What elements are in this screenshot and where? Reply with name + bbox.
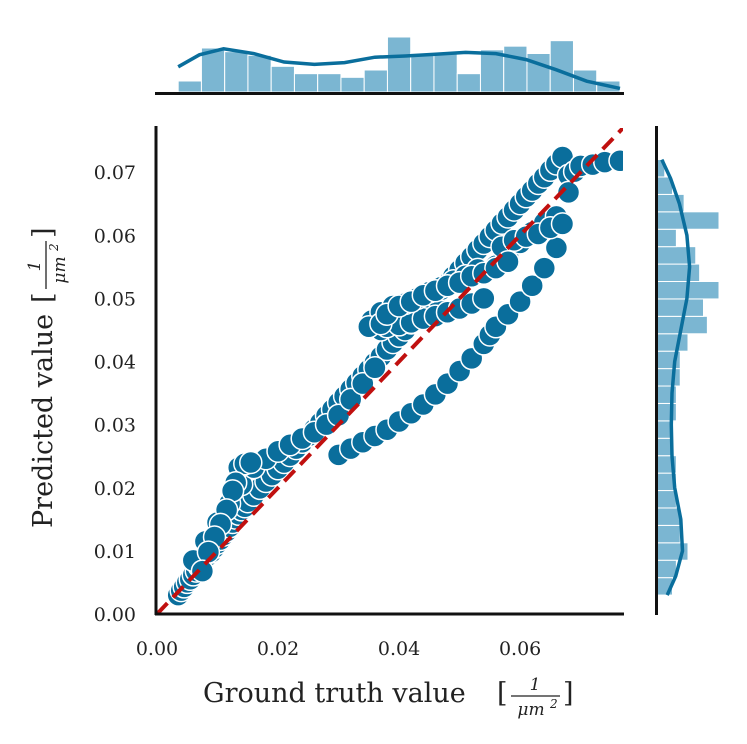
y-tick-label: 0.07 xyxy=(94,162,136,184)
top-hist-bar xyxy=(293,73,319,93)
right-hist-bar xyxy=(656,368,681,387)
top-marginal-histogram xyxy=(177,36,621,93)
right-hist-bar xyxy=(656,211,720,230)
scatter-point xyxy=(508,289,532,314)
right-hist-bar xyxy=(656,298,704,317)
top-hist-bar xyxy=(456,73,481,93)
identity-reference-line xyxy=(157,128,623,614)
right-hist-bar xyxy=(656,559,677,579)
x-tick-label: 0.06 xyxy=(499,638,541,660)
x-tick-label: 0.02 xyxy=(257,638,299,660)
y-axis-unit-exponent: 2 xyxy=(47,243,61,252)
right-marginal-kde-curve xyxy=(660,158,692,596)
right-hist-bar xyxy=(656,507,681,526)
x-axis-label-text: Ground truth value xyxy=(203,678,466,709)
right-hist-bar xyxy=(656,263,701,283)
right-hist-bar xyxy=(656,333,689,352)
scatter-point xyxy=(472,286,496,311)
top-hist-bar xyxy=(247,54,272,93)
right-hist-bar xyxy=(656,490,677,509)
scatter-point xyxy=(550,212,575,236)
y-axis-label: Predicted value [ 1 μm 2 ] xyxy=(25,227,70,528)
top-hist-bar xyxy=(177,80,202,93)
top-hist-bar xyxy=(503,45,528,93)
x-axis-unit-close: ] xyxy=(563,678,574,709)
y-tick-label: 0.03 xyxy=(94,415,136,437)
y-axis-unit-close: ] xyxy=(28,227,59,238)
x-axis-unit-denominator: μm xyxy=(517,700,544,720)
y-axis-label-text: Predicted value xyxy=(28,314,59,528)
x-axis-ticks: 0.00 0.02 0.04 0.06 xyxy=(136,638,541,660)
x-axis-label: Ground truth value [ 1 μm 2 ] xyxy=(203,675,574,720)
x-axis-unit-exponent: 2 xyxy=(549,697,558,711)
scatter-point xyxy=(544,236,569,260)
top-hist-bar xyxy=(433,53,458,93)
top-hist-bar xyxy=(340,76,365,93)
scatter-point xyxy=(190,559,215,583)
top-hist-bar xyxy=(410,53,435,93)
top-hist-bar xyxy=(270,65,295,93)
scatter-point xyxy=(363,356,387,380)
y-tick-label: 0.06 xyxy=(94,225,136,247)
top-marginal-kde-curve xyxy=(177,47,621,91)
scatter-point xyxy=(608,149,623,173)
y-tick-label: 0.04 xyxy=(94,352,136,374)
top-hist-bar xyxy=(363,69,388,93)
y-tick-label: 0.02 xyxy=(94,478,136,500)
y-tick-label: 0.05 xyxy=(94,288,136,310)
scatter-points xyxy=(166,145,623,607)
right-hist-bar xyxy=(656,228,677,248)
right-hist-bar xyxy=(656,402,677,422)
top-hist-bar xyxy=(317,73,342,93)
top-hist-bar xyxy=(549,40,574,93)
top-hist-bar xyxy=(386,36,412,93)
scatter-point xyxy=(532,256,557,280)
x-tick-label: 0.04 xyxy=(378,638,420,660)
x-axis-unit-numerator: 1 xyxy=(530,675,541,695)
y-axis-unit-open: [ xyxy=(28,292,59,303)
top-hist-bar xyxy=(224,51,249,93)
right-hist-bar xyxy=(656,524,681,544)
scatter-point xyxy=(351,371,375,396)
x-axis-unit-open: [ xyxy=(497,678,508,709)
y-axis-unit-numerator: 1 xyxy=(25,261,45,272)
right-marginal-histogram xyxy=(656,159,720,596)
scatter-point xyxy=(520,274,544,298)
x-tick-label: 0.00 xyxy=(136,638,178,660)
scatter-point xyxy=(556,180,581,205)
scatter-point xyxy=(239,450,263,475)
y-tick-label: 0.01 xyxy=(94,541,136,563)
y-axis-unit-denominator: μm xyxy=(50,256,70,283)
y-tick-label: 0.00 xyxy=(94,604,136,626)
y-axis-ticks: 0.00 0.01 0.02 0.03 0.04 0.05 0.06 0.07 xyxy=(94,162,136,626)
